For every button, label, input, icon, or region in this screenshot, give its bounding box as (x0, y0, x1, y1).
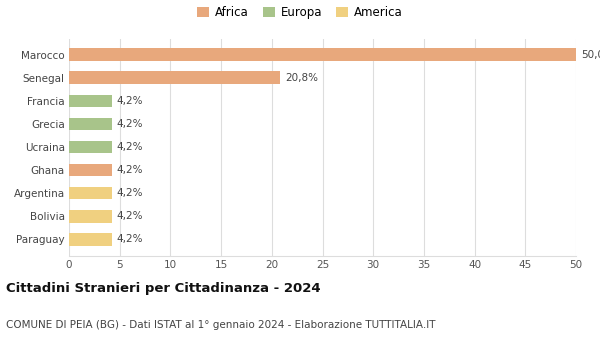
Bar (69, 164, 112, 176)
Bar (69, 94, 112, 107)
Text: 4,2%: 4,2% (116, 211, 143, 221)
Text: Cittadini Stranieri per Cittadinanza - 2024: Cittadini Stranieri per Cittadinanza - 2… (6, 282, 320, 295)
Text: 4,2%: 4,2% (116, 96, 143, 106)
Bar (69, 233, 112, 246)
Bar (69, 48, 576, 61)
Text: 50,0%: 50,0% (581, 50, 600, 60)
Bar (69, 187, 112, 199)
Text: 4,2%: 4,2% (116, 234, 143, 244)
Text: 4,2%: 4,2% (116, 119, 143, 129)
Bar (69, 71, 280, 84)
Legend: Africa, Europa, America: Africa, Europa, America (197, 6, 403, 19)
Text: COMUNE DI PEIA (BG) - Dati ISTAT al 1° gennaio 2024 - Elaborazione TUTTITALIA.IT: COMUNE DI PEIA (BG) - Dati ISTAT al 1° g… (6, 320, 436, 330)
Text: 4,2%: 4,2% (116, 188, 143, 198)
Bar (69, 118, 112, 130)
Text: 4,2%: 4,2% (116, 165, 143, 175)
Bar (69, 141, 112, 153)
Text: 20,8%: 20,8% (285, 73, 318, 83)
Bar (69, 210, 112, 223)
Text: 4,2%: 4,2% (116, 142, 143, 152)
